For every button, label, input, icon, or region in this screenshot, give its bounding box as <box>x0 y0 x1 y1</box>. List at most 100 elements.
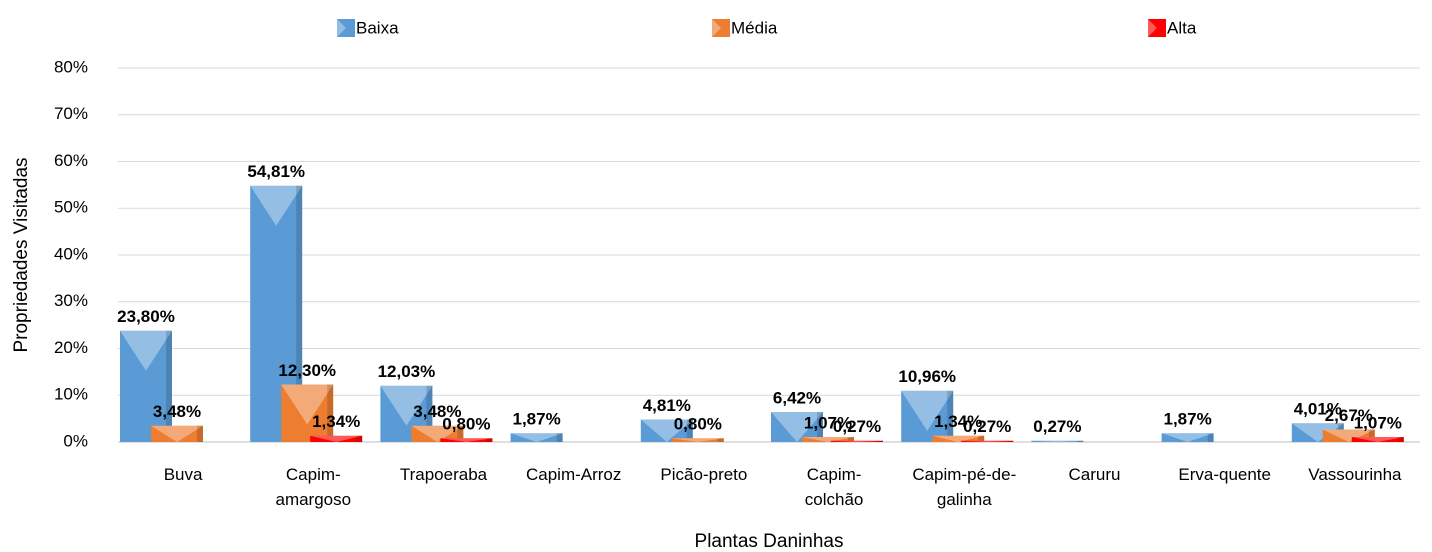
bar-side <box>978 435 985 442</box>
bar-side <box>166 330 172 442</box>
data-label: 3,48% <box>153 402 201 421</box>
bar-shade <box>932 435 985 442</box>
bar-shade <box>281 384 334 425</box>
legend-swatch <box>337 19 355 37</box>
y-tick-label: 30% <box>54 291 88 310</box>
bar-shade <box>901 390 954 431</box>
bar-side <box>457 425 464 442</box>
bar-shade <box>1291 423 1344 442</box>
bar-side <box>1368 429 1375 442</box>
bar <box>310 435 363 442</box>
legend-label: Média <box>731 18 778 37</box>
bar-shade <box>640 419 693 442</box>
bar-shade <box>411 425 464 442</box>
x-tick-label: Picão-preto <box>660 465 748 484</box>
bar-shade <box>310 435 363 442</box>
bar-side <box>686 419 693 442</box>
data-label: 1,07% <box>804 413 852 432</box>
bar-side <box>356 435 363 442</box>
bar-shade <box>250 185 303 226</box>
y-tick-label: 10% <box>54 385 88 404</box>
data-label: 1,87% <box>512 410 560 429</box>
bar <box>640 419 693 442</box>
x-tick-label: Trapoeraba <box>399 465 488 484</box>
bar-side <box>947 390 954 442</box>
bar-side <box>296 185 303 442</box>
bar-side <box>556 433 563 442</box>
x-tick-label: Caruru <box>1068 465 1121 484</box>
data-label: 0,27% <box>833 417 881 436</box>
data-label: 23,80% <box>117 307 175 326</box>
bar <box>831 440 883 442</box>
bar <box>510 433 563 442</box>
bar-shade <box>1031 440 1084 442</box>
y-tick-label: 60% <box>54 151 88 170</box>
data-label: 0,27% <box>1033 417 1081 436</box>
x-tick-label: Capim-pé-de-galinha <box>912 465 1017 509</box>
bar-side <box>1077 440 1084 442</box>
y-tick-label: 70% <box>54 104 88 123</box>
bar-shade <box>771 411 823 442</box>
x-tick-label: Buva <box>163 465 203 484</box>
bar <box>1351 436 1404 442</box>
x-tick-label: Capim-colchão <box>804 465 864 509</box>
bar-side <box>426 385 433 442</box>
data-label: 0,27% <box>963 417 1011 436</box>
data-label: 1,34% <box>934 412 982 431</box>
y-tick-label: 0% <box>63 431 88 450</box>
bar-side <box>817 411 823 442</box>
bar <box>802 436 854 442</box>
legend-swatch <box>712 19 730 37</box>
bar-shade <box>380 385 433 426</box>
bar-side <box>717 438 724 442</box>
bar-side <box>486 438 493 442</box>
data-label: 12,03% <box>378 362 436 381</box>
bar-shade <box>120 330 172 371</box>
data-label: 2,67% <box>1325 406 1373 425</box>
bar-shade <box>831 440 883 442</box>
bar-shade <box>510 433 563 442</box>
bar-side <box>1207 433 1214 442</box>
bar-shade <box>440 438 493 442</box>
data-label: 6,42% <box>773 388 821 407</box>
bar-side <box>1007 440 1014 442</box>
bar-shade <box>1351 436 1404 442</box>
bar-shade <box>961 440 1014 442</box>
bar <box>901 390 954 442</box>
x-tick-label: Erva-quente <box>1178 465 1271 484</box>
data-label: 4,81% <box>643 396 691 415</box>
bar <box>411 425 464 442</box>
legend-swatch-shade <box>337 19 346 37</box>
bar-side <box>1397 436 1404 442</box>
legend-swatch-shade <box>712 19 721 37</box>
y-tick-label: 40% <box>54 244 88 263</box>
y-tick-label: 50% <box>54 198 88 217</box>
data-label: 1,07% <box>1354 413 1402 432</box>
bar-side <box>197 425 203 442</box>
data-label: 4,01% <box>1294 400 1342 419</box>
legend-label: Baixa <box>356 18 399 37</box>
data-label: 1,87% <box>1163 410 1211 429</box>
bar-shade <box>151 425 203 442</box>
data-label: 3,48% <box>413 402 461 421</box>
bar <box>120 330 172 442</box>
data-label: 0,80% <box>442 415 490 434</box>
x-tick-label: Vassourinha <box>1308 465 1402 484</box>
legend-swatch-shade <box>1148 19 1157 37</box>
data-label: 54,81% <box>247 162 305 181</box>
bar-shade <box>671 438 724 442</box>
bar-side <box>327 384 334 442</box>
x-tick-label: Capim-Arroz <box>525 465 622 484</box>
bar-shade <box>1322 429 1375 442</box>
x-axis-title: Plantas Daninhas <box>695 531 844 552</box>
bar <box>671 438 724 442</box>
legend-swatch <box>1148 19 1166 37</box>
bar-shade <box>1161 433 1214 442</box>
bar <box>961 440 1014 442</box>
bar <box>1161 433 1214 442</box>
x-tick-label: Capim-amargoso <box>275 465 352 509</box>
data-label: 10,96% <box>898 367 956 386</box>
legend-label: Alta <box>1167 18 1197 37</box>
